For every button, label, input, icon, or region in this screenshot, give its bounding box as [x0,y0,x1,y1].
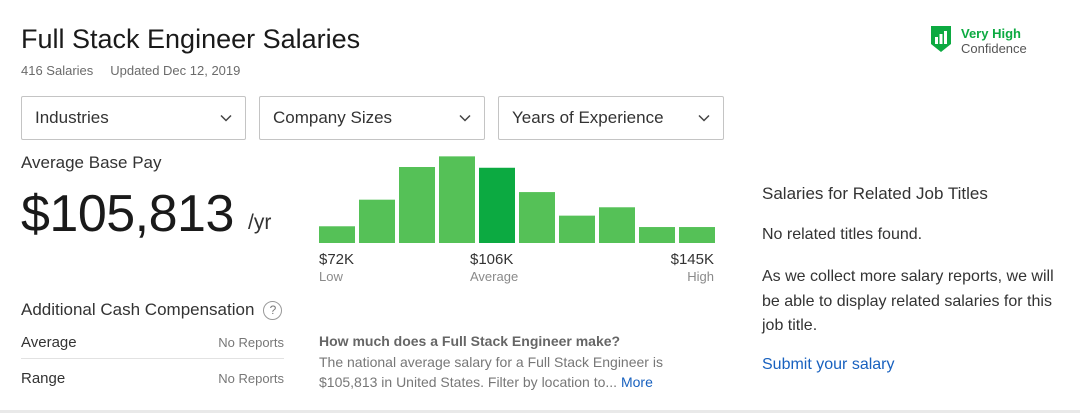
additional-cash-section: Additional Cash Compensation ? [21,300,283,320]
faq-question: How much does a Full Stack Engineer make… [319,333,621,349]
filter-company-sizes[interactable]: Company Sizes [259,96,485,140]
histogram-bar [439,156,475,243]
histogram-low-value: $72K [319,251,355,268]
divider [21,358,284,359]
histogram-bar [679,227,715,243]
filter-years-experience-label: Years of Experience [512,108,664,127]
additional-cash-title: Additional Cash Compensation [21,300,255,319]
histogram-bar [359,199,395,243]
faq-answer: The national average salary for a Full S… [319,354,663,390]
cash-row-value: No Reports [218,371,284,386]
cash-row-label: Range [21,370,66,387]
histogram-bar [559,215,595,243]
average-base-pay-label: Average Base Pay [21,153,162,172]
histogram-low-label: Low [319,269,343,284]
bar-chart-shield-icon [931,26,951,52]
confidence-badge: Very High Confidence [931,26,1027,56]
related-titles-heading: Salaries for Related Job Titles [762,184,988,203]
salary-count: 416 Salaries [21,63,94,78]
submit-salary-link[interactable]: Submit your salary [762,356,895,373]
help-icon[interactable]: ? [263,300,283,320]
histogram-high-value: $145K [670,251,714,268]
bottom-divider [0,410,1080,413]
filter-industries[interactable]: Industries [21,96,246,140]
histogram-bar [519,192,555,243]
salary-meta: 416 Salaries Updated Dec 12, 2019 [21,63,240,78]
histogram-bar [399,167,435,243]
average-base-pay-value: $105,813 [21,185,234,243]
histogram-bar [639,227,675,243]
faq-answer-block: The national average salary for a Full S… [319,352,699,392]
histogram-bar [479,167,515,243]
histogram-high-label: High [687,269,714,284]
histogram-bar [599,207,635,243]
more-link[interactable]: More [620,374,653,390]
cash-row-value: No Reports [218,335,284,350]
cash-row-average: Average No Reports [21,334,284,351]
chevron-down-icon [459,114,471,122]
confidence-label: Confidence [961,41,1027,56]
salary-histogram [319,156,715,243]
confidence-level: Very High [961,26,1021,41]
filter-industries-label: Industries [35,108,109,127]
cash-row-label: Average [21,334,77,351]
histogram-average-value: $106K [470,251,514,268]
related-description: As we collect more salary reports, we wi… [762,268,1054,334]
page-title: Full Stack Engineer Salaries [21,24,361,54]
filter-years-experience[interactable]: Years of Experience [498,96,724,140]
chevron-down-icon [220,114,232,122]
cash-row-range: Range No Reports [21,370,284,387]
average-base-pay-unit: /yr [248,211,272,234]
updated-date: Updated Dec 12, 2019 [110,63,241,78]
related-none-text: No related titles found. [762,226,923,243]
histogram-bar [319,226,355,243]
filter-company-sizes-label: Company Sizes [273,108,393,127]
histogram-average-label: Average [470,269,519,284]
chevron-down-icon [698,114,710,122]
